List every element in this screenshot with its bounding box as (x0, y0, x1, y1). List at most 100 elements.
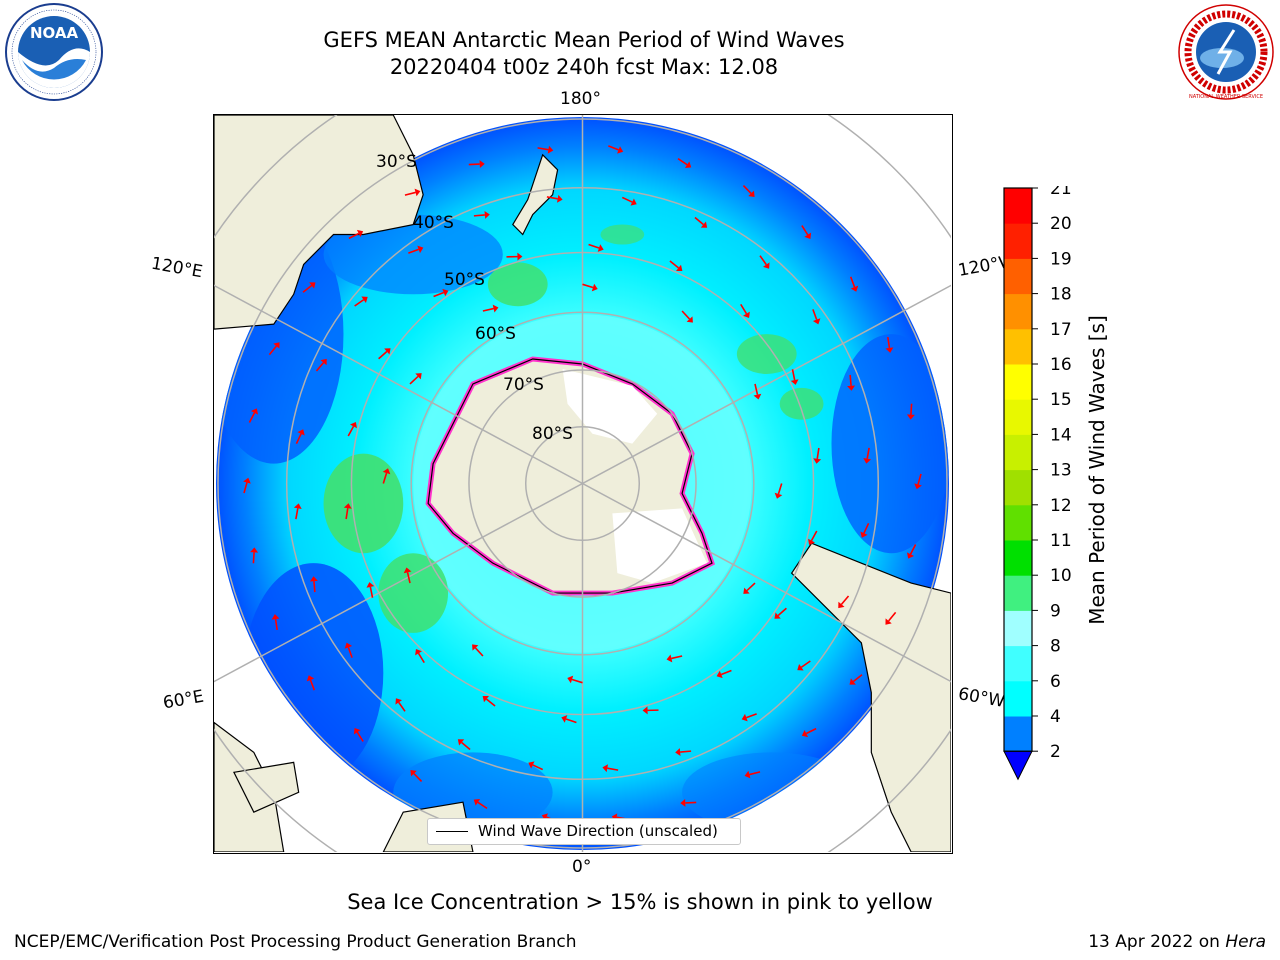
colorbar-segment (1004, 680, 1032, 717)
lat-label-60: 60°S (475, 324, 516, 344)
wind-wave-arrow (910, 403, 913, 415)
wind-wave-arrowhead (744, 770, 751, 779)
wind-wave-arrowhead (442, 288, 449, 297)
wind-wave-arrow (433, 291, 445, 298)
footer-host: Hera (1225, 932, 1266, 952)
wind-wave-arrow (791, 369, 796, 381)
wind-wave-arrowhead (906, 414, 915, 420)
colorbar-segment (1004, 716, 1032, 752)
wind-wave-arrow (546, 196, 558, 200)
wind-wave-arrow (801, 225, 809, 236)
wind-wave-arrowhead (617, 146, 624, 154)
wind-wave-arrowhead (847, 385, 856, 391)
noaa-logo-text: NOAA (30, 24, 79, 42)
noaa-logo-icon: NOAA (5, 3, 103, 101)
wind-wave-arrow (746, 582, 756, 592)
colorbar-segment (1004, 188, 1032, 224)
wind-wave-arrow (746, 713, 757, 719)
wind-wave-arrowhead (414, 188, 421, 197)
wind-wave-arrow (671, 655, 683, 660)
colorbar-segment (1004, 223, 1032, 259)
colorbar-segment (1004, 258, 1032, 295)
lon-label-top: 180° (560, 89, 601, 109)
wind-wave-arrow (461, 741, 471, 751)
colorbar-tick-label: 4 (1050, 707, 1061, 727)
wind-wave-arrowhead (748, 190, 755, 197)
wind-wave-arrow (588, 243, 600, 249)
legend-line-icon (436, 831, 468, 832)
colorbar-tick-label: 16 (1050, 355, 1072, 375)
footer-credit: NCEP/EMC/Verification Post Processing Pr… (14, 932, 577, 952)
wind-wave-arrow (888, 611, 897, 622)
wind-wave-arrow (607, 767, 619, 771)
map-frame (213, 114, 953, 854)
legend-label: Wind Wave Direction (unscaled) (478, 822, 718, 840)
wind-wave-arrowhead (567, 675, 574, 684)
colorbar-segment (1004, 293, 1032, 330)
wind-wave-arrow (295, 433, 302, 445)
wind-wave-arrowhead (472, 644, 479, 651)
colorbar-extend-min (1003, 750, 1033, 781)
wind-wave-arrow (694, 216, 704, 226)
wind-wave-arrowhead (484, 210, 490, 219)
wind-wave-arrowhead (716, 670, 723, 679)
colorbar-tick-label: 8 (1050, 637, 1061, 657)
wind-wave-arrow (486, 698, 496, 707)
wind-wave-arrowhead (630, 198, 637, 206)
wind-wave-arrow (800, 660, 811, 668)
wind-wave-arrowhead (863, 457, 872, 464)
wind-wave-arrow (777, 483, 783, 495)
colorbar-tick-label: 14 (1050, 425, 1072, 445)
colorbar-tick-label: 12 (1050, 496, 1072, 516)
wind-wave-arrowhead (801, 729, 809, 738)
wind-wave-arrow (863, 522, 870, 534)
wind-wave-arrow (681, 310, 691, 320)
wind-wave-arrowhead (271, 614, 280, 620)
wind-wave-arrow (398, 701, 406, 712)
wind-wave-arrowhead (860, 531, 868, 538)
wind-wave-arrowhead (743, 587, 750, 594)
wind-wave-arrowhead (762, 262, 770, 269)
wind-wave-arrowhead (597, 244, 604, 252)
colorbar-tick-label: 15 (1050, 390, 1072, 410)
colorbar-segment (1004, 575, 1032, 611)
wind-wave-arrowhead (684, 161, 692, 168)
wind-wave-arrowhead (774, 492, 783, 499)
wind-wave-arrowhead (676, 264, 683, 271)
wind-wave-arrow (404, 191, 416, 196)
wind-wave-arrow (252, 552, 255, 564)
wind-wave-arrowhead (349, 422, 357, 429)
lat-label-50: 50°S (444, 270, 485, 290)
wind-wave-arrowhead (250, 547, 259, 553)
chart-subtitle: 20220404 t00z 240h fcst Max: 12.08 (389, 55, 779, 79)
wind-wave-arrowhead (343, 503, 352, 509)
wind-wave-arrowhead (417, 245, 424, 254)
nws-logo-icon: NATIONAL WEATHER SERVICE (1178, 4, 1274, 100)
wind-wave-arrowhead (813, 458, 822, 464)
wind-wave-arrowhead (556, 194, 563, 203)
colorbar-tick-label: 13 (1050, 461, 1072, 481)
wind-wave-arrowhead (797, 663, 804, 671)
wind-wave-arrow (849, 276, 856, 288)
wind-wave-arrow (347, 426, 355, 437)
wind-wave-arrowhead (382, 468, 391, 475)
colorbar-tick-label: 21 (1050, 186, 1072, 199)
lon-label-bottom: 0° (572, 857, 592, 877)
wind-wave-arrow (354, 299, 365, 307)
map-legend: Wind Wave Direction (unscaled) (427, 818, 741, 845)
wind-wave-arrowhead (561, 715, 568, 723)
wind-wave-arrow (248, 412, 256, 423)
wind-wave-arrowhead (849, 678, 856, 685)
wind-wave-arrow (749, 771, 761, 776)
wind-wave-arrow (677, 157, 688, 166)
wind-wave-arrow (409, 375, 419, 385)
wind-wave-arrowhead (914, 483, 922, 490)
lat-label-40: 40°S (413, 213, 454, 233)
wind-wave-arrowhead (273, 342, 280, 349)
wind-wave-arrow (473, 214, 485, 217)
caption: Sea Ice Concentration > 15% is shown in … (347, 890, 933, 914)
wind-wave-arrow (408, 248, 419, 254)
wind-wave-arrow (532, 764, 544, 771)
wind-wave-arrow (866, 447, 870, 459)
colorbar-tick-label: 9 (1050, 601, 1061, 621)
